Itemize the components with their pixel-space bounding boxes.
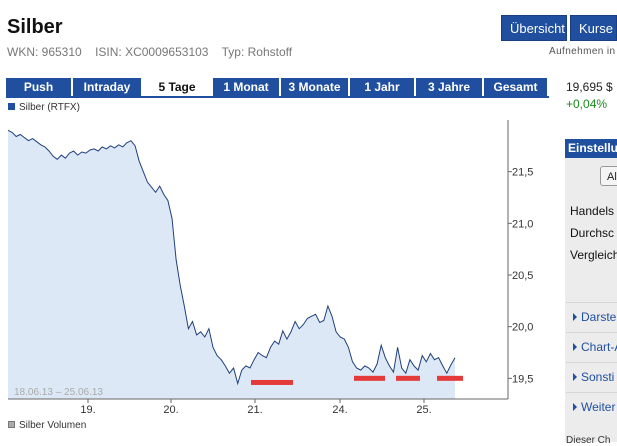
legend-swatch xyxy=(8,103,15,110)
sidebar-link-label: Sonsti xyxy=(581,370,615,384)
price-line xyxy=(7,129,456,386)
volume-legend-swatch xyxy=(8,421,15,428)
chevron-right-icon xyxy=(573,373,577,381)
tabs-underline xyxy=(6,96,549,98)
support-marker xyxy=(354,375,385,381)
page-title: Silber xyxy=(7,16,63,38)
y-tick-label: 21,0 xyxy=(512,218,533,230)
y-tick-label: 21,5 xyxy=(512,167,533,179)
support-marker xyxy=(437,375,463,381)
chevron-right-icon xyxy=(573,313,577,321)
x-tick-label: 20. xyxy=(163,404,178,416)
volume-legend-label: Silber Volumen xyxy=(19,420,87,431)
tab-push[interactable]: Push xyxy=(6,78,73,97)
sidebar-link-weitere[interactable]: Weiter xyxy=(573,400,615,414)
legend-series-label: Silber (RTFX) xyxy=(19,102,80,113)
quote-change: +0,04% xyxy=(566,97,608,111)
instrument-meta: WKN: 965310 ISIN: XC0009653103 Typ: Rohs… xyxy=(7,45,302,59)
sidebar-footer-text: Dieser Ch xyxy=(566,435,611,446)
x-tick-label: 21. xyxy=(247,404,262,416)
sidebar-divider xyxy=(566,332,617,333)
setting-row-vergleich[interactable]: Vergleich xyxy=(570,248,617,262)
x-tick-label: 24. xyxy=(332,404,347,416)
date-range-label: 18.06.13 – 25.06.13 xyxy=(14,387,103,398)
tab-intraday[interactable]: Intraday xyxy=(73,78,143,97)
x-tick-label: 19. xyxy=(80,404,95,416)
sidebar-link-label: Darste xyxy=(581,310,617,324)
y-tick-label: 20,0 xyxy=(512,322,533,334)
uebersicht-button[interactable]: Übersicht xyxy=(501,15,567,41)
aufnehmen-link[interactable]: Aufnehmen in xyxy=(549,46,616,57)
settings-panel-heading: Einstellu xyxy=(565,139,617,158)
sidebar-link-label: Chart-A xyxy=(581,340,617,354)
quote-price: 19,695 $ xyxy=(566,80,613,94)
y-tick-label: 19,5 xyxy=(512,373,533,385)
x-tick-label: 25. xyxy=(416,404,431,416)
tab-5-tage[interactable]: 5 Tage xyxy=(143,78,213,97)
wkn-label: WKN: 965310 xyxy=(7,45,82,59)
y-tick-label: 20,5 xyxy=(512,270,533,282)
tab-3-monate[interactable]: 3 Monate xyxy=(281,78,350,97)
tab-1-monat[interactable]: 1 Monat xyxy=(213,78,281,97)
price-chart[interactable]: 21,5 21,0 20,5 20,0 19,5 19. 20. 21. 24. 25. 18.06… xyxy=(0,110,560,420)
sidebar-divider xyxy=(566,392,617,393)
typ-label: Typ: Rohstoff xyxy=(221,45,293,59)
settings-apply-button[interactable]: Al xyxy=(600,166,617,186)
chevron-right-icon xyxy=(573,343,577,351)
support-marker xyxy=(251,379,293,385)
sidebar-divider xyxy=(566,302,617,303)
sidebar-link-sonstiges[interactable]: Sonsti xyxy=(573,370,614,384)
tab-1-jahr[interactable]: 1 Jahr xyxy=(350,78,416,97)
sidebar-link-chart-art[interactable]: Chart-A xyxy=(573,340,617,354)
sidebar-link-label: Weiter xyxy=(581,400,616,414)
settings-panel xyxy=(565,158,617,442)
tab-3-jahre[interactable]: 3 Jahre xyxy=(416,78,484,97)
tab-gesamt[interactable]: Gesamt xyxy=(484,78,549,97)
volume-legend: Silber Volumen xyxy=(8,420,86,431)
kurse-button[interactable]: Kurse xyxy=(570,15,617,41)
setting-row-durchschnitt[interactable]: Durchsc xyxy=(570,226,615,240)
sidebar-link-darstellung[interactable]: Darste xyxy=(573,310,616,324)
chart-legend: Silber (RTFX) xyxy=(8,102,80,113)
isin-label: ISIN: XC0009653103 xyxy=(95,45,209,59)
support-marker xyxy=(396,375,420,381)
sidebar-divider xyxy=(566,362,617,363)
setting-row-handel[interactable]: Handels xyxy=(570,204,615,218)
chevron-right-icon xyxy=(573,403,577,411)
price-area-fill xyxy=(8,130,455,400)
